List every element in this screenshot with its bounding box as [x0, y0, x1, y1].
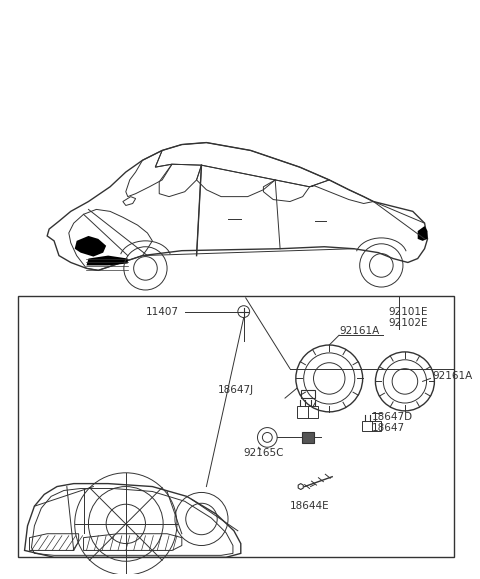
Polygon shape: [86, 255, 128, 265]
Polygon shape: [418, 226, 428, 241]
Text: 92165C: 92165C: [244, 448, 284, 458]
Text: 18647J: 18647J: [217, 385, 253, 395]
Polygon shape: [75, 236, 106, 256]
Bar: [301, 390, 314, 398]
Text: 92161A: 92161A: [432, 372, 473, 382]
Bar: [18, 296, 454, 558]
Text: 11407: 11407: [146, 307, 179, 317]
Bar: [361, 421, 381, 431]
Bar: [297, 406, 318, 418]
Text: 92161A: 92161A: [339, 327, 379, 336]
Text: 92101E
92102E: 92101E 92102E: [388, 307, 428, 328]
Text: 18647D
18647: 18647D 18647: [372, 412, 413, 434]
Text: 18644E: 18644E: [290, 501, 330, 511]
Bar: [302, 431, 313, 444]
